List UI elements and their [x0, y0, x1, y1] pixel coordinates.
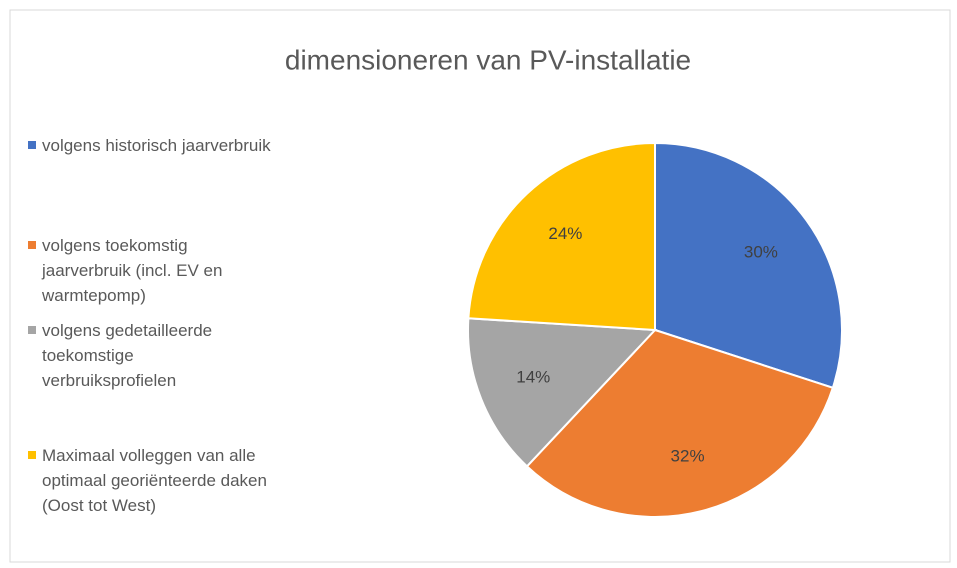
- legend-item: volgens gedetailleerde toekomstige verbr…: [28, 318, 272, 393]
- legend-swatch: [28, 241, 36, 249]
- pie-slice: [654, 141, 843, 390]
- legend-label: volgens toekomstig jaarverbruik (incl. E…: [42, 236, 223, 305]
- chart-title: dimensioneren van PV-installatie: [285, 44, 691, 75]
- legend-label: Maximaal volleggen van alle optimaal geo…: [42, 446, 267, 515]
- legend-swatch: [28, 451, 36, 459]
- pie-slice: [467, 141, 656, 332]
- legend-label: volgens gedetailleerde toekomstige verbr…: [42, 321, 213, 390]
- pie-slice: [525, 328, 835, 518]
- legend-swatch: [28, 326, 36, 334]
- data-label: 30%: [744, 243, 778, 262]
- legend-swatch: [28, 141, 36, 149]
- pie-slice: [467, 317, 658, 468]
- data-label: 32%: [671, 446, 705, 465]
- data-label: 14%: [516, 368, 550, 387]
- legend-label: volgens historisch jaarverbruik: [42, 136, 271, 155]
- legend-item: volgens toekomstig jaarverbruik (incl. E…: [28, 233, 272, 308]
- data-label: 24%: [548, 224, 582, 243]
- legend-item: Maximaal volleggen van alle optimaal geo…: [28, 443, 272, 518]
- legend-item: volgens historisch jaarverbruik: [28, 133, 272, 158]
